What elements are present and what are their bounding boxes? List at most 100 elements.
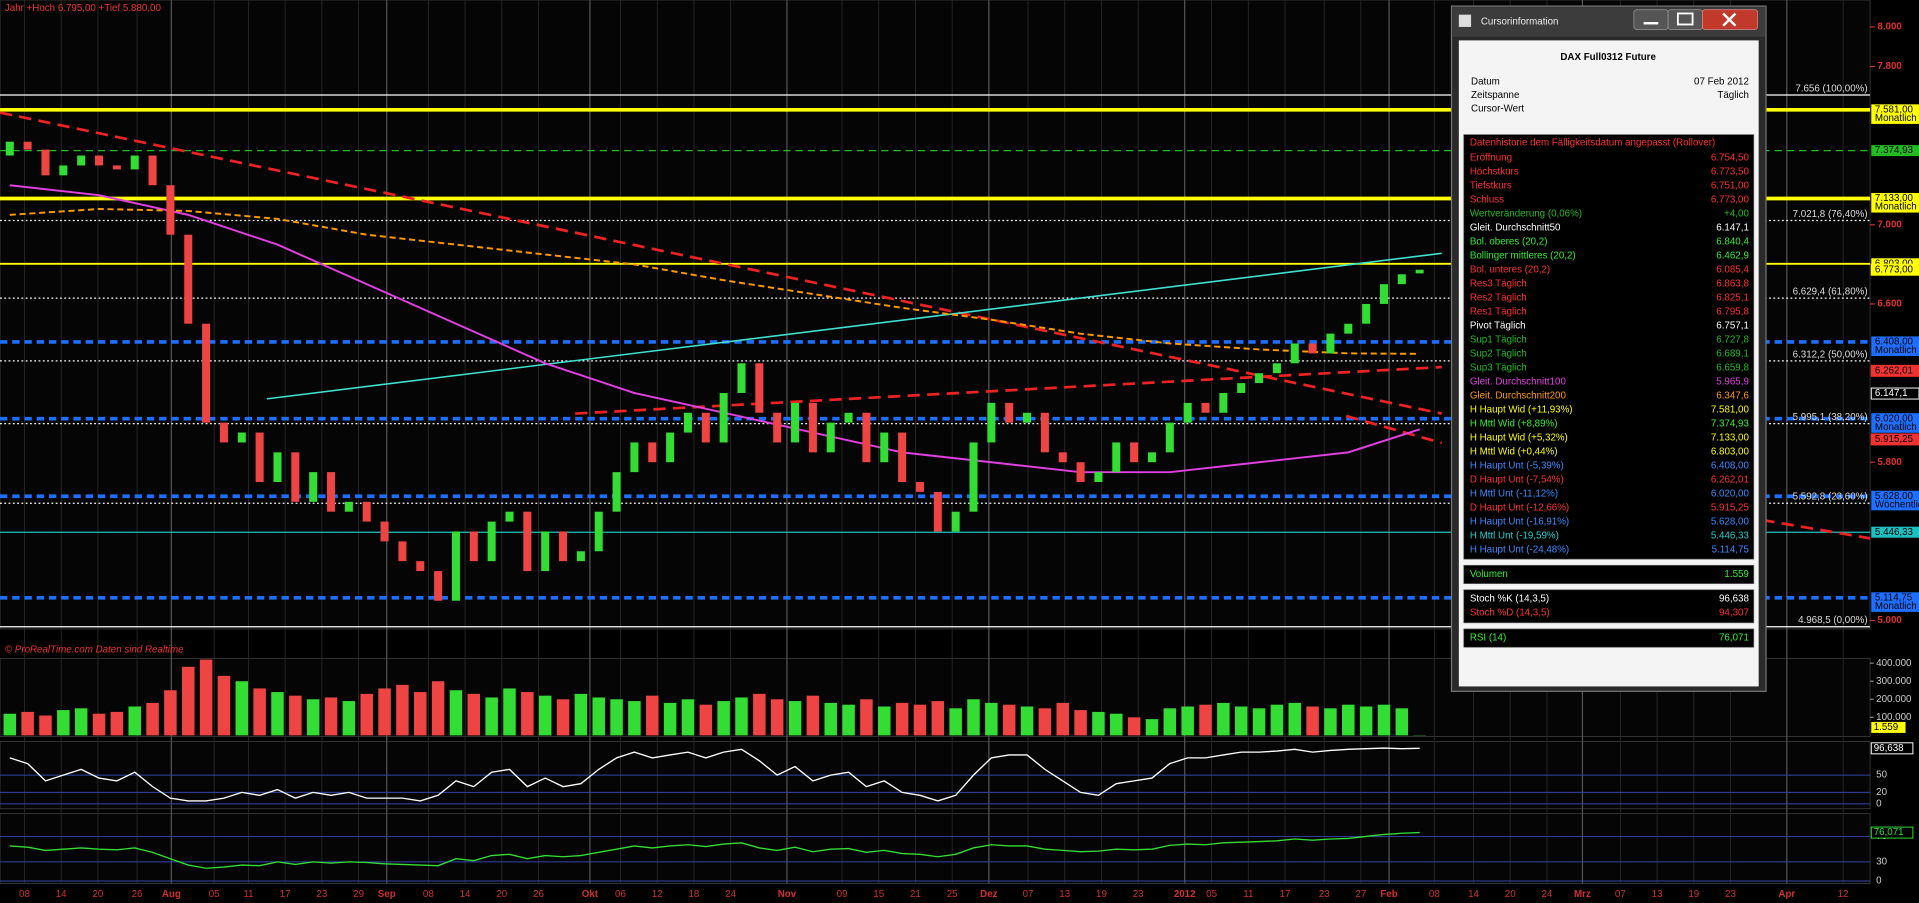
info-row-label: H Mttl Unt (-19,59%) (1470, 531, 1559, 542)
candle-body (559, 531, 568, 562)
info-row-value: 6.020,00 (1711, 489, 1750, 500)
rsi-panel (0, 813, 1871, 884)
volume-marker-label: 1.559 (1874, 722, 1898, 733)
volume-bar (610, 699, 623, 736)
level-tag-sub: Monatlich (1875, 113, 1917, 124)
volume-tick-label: 100.000 (1876, 712, 1912, 723)
volume-bar (235, 681, 249, 736)
volume-bar (57, 710, 70, 736)
x-tick-label: 26 (533, 889, 544, 900)
candle-body (701, 412, 710, 443)
trendlines (0, 111, 1871, 540)
level-tag-label: 7.581,00 (1875, 104, 1914, 115)
volume-bar (217, 675, 231, 736)
volume-bar (753, 693, 766, 736)
candle-body (434, 571, 443, 601)
candle-body (683, 412, 692, 433)
candle-body (523, 511, 532, 572)
trendline-up (575, 365, 1442, 415)
price-marker (1870, 433, 1919, 446)
info-row-label: Pivot Täglich (1470, 321, 1526, 332)
volume-value: 1.559 (1724, 569, 1748, 580)
candle-body (1362, 303, 1371, 324)
x-tick-label: Apr (1778, 889, 1795, 900)
x-tick-label: 13 (1059, 889, 1070, 900)
candle-body (309, 472, 318, 502)
volume-bar (967, 699, 980, 736)
price-marker-label: 6.262,01 (1875, 365, 1913, 376)
volume-bar (681, 699, 695, 736)
info-row-label: Bollinger mittleres (20,2) (1470, 250, 1576, 261)
volume-bar (146, 702, 159, 736)
volume-bar (1306, 706, 1319, 736)
volume-bar (931, 701, 945, 736)
stochastic-line (9, 747, 1420, 802)
candle-body (719, 392, 728, 443)
minimize-button[interactable] (1633, 9, 1669, 30)
candle-body (1058, 452, 1067, 463)
candle-body (1094, 472, 1103, 483)
stochastic-marker-label: 96,638 (1874, 743, 1904, 754)
candle-body (23, 141, 32, 150)
info-row-label: Höchstkurs (1470, 166, 1519, 177)
level-tag (1871, 490, 1919, 511)
candle-body (862, 412, 871, 463)
candle-body (612, 472, 621, 512)
volume-bar (1110, 713, 1123, 736)
volume-bar (1288, 702, 1301, 736)
info-row-value: 6.751,00 (1711, 180, 1750, 191)
field-label: Cursor-Wert (1471, 103, 1524, 114)
volume-tick-label: 200.000 (1876, 694, 1912, 705)
volume-tick-label: 400.000 (1876, 658, 1912, 669)
volume-bar (271, 692, 284, 736)
info-row-label: Res2 Täglich (1470, 293, 1527, 304)
x-tick-label: 14 (460, 889, 471, 900)
candle-body (362, 501, 371, 522)
info-row-label: Sup1 Täglich (1470, 335, 1527, 346)
candle-body (1023, 412, 1032, 423)
price-marker (1870, 387, 1919, 400)
info-row-label: Eröffnung (1470, 152, 1512, 163)
volume-bar (503, 688, 516, 736)
candle-body (5, 141, 14, 156)
info-row-value: 5.446,33 (1711, 531, 1749, 542)
rsi-box (1463, 628, 1755, 648)
candle-body (1005, 402, 1014, 423)
candle-body (148, 155, 157, 186)
candle-body (1183, 402, 1192, 423)
info-row-label: H Haupt Wid (+5,32%) (1470, 433, 1568, 444)
x-tick-label: 19 (1688, 889, 1699, 900)
volume-bar (1181, 706, 1194, 736)
x-tick-label: Okt (582, 889, 599, 900)
rsi-tick-label: 30 (1876, 856, 1887, 867)
x-tick-label: 08 (423, 889, 434, 900)
instrument-name: DAX Full0312 Future (1560, 52, 1656, 63)
info-row-value: 6.727,8 (1716, 335, 1749, 346)
level-tag-label: 5.446,33 (1875, 527, 1913, 538)
volume-bar (1359, 706, 1373, 736)
volume-bar (1270, 704, 1284, 736)
volume-bar (21, 711, 34, 736)
volume-bar (770, 699, 784, 736)
stoch-value: 94,307 (1719, 608, 1749, 619)
window-icon (1458, 14, 1472, 27)
volume-bar (164, 690, 177, 736)
volume-bar (1074, 710, 1087, 736)
volume-bar (1056, 702, 1069, 736)
info-row-label: Res3 Täglich (1470, 279, 1527, 290)
candle-body (630, 442, 639, 473)
candle-body (1308, 343, 1317, 354)
volume-bar (1092, 711, 1105, 736)
volume-bar (199, 659, 213, 736)
candle-body (291, 452, 300, 502)
x-tick-label: 07 (1615, 889, 1626, 900)
footer-text: © ProRealTime.com Daten sind Realtime (5, 644, 184, 655)
volume-bar (1252, 708, 1266, 736)
level-tag-label: 7.374,93 (1875, 145, 1913, 156)
candle-body (327, 472, 336, 512)
field-label: Datum (1471, 77, 1500, 88)
volume-bar (1002, 704, 1016, 736)
y-tick-label: 7.000 (1877, 219, 1902, 230)
y-tick-label: 8.000 (1877, 22, 1902, 33)
